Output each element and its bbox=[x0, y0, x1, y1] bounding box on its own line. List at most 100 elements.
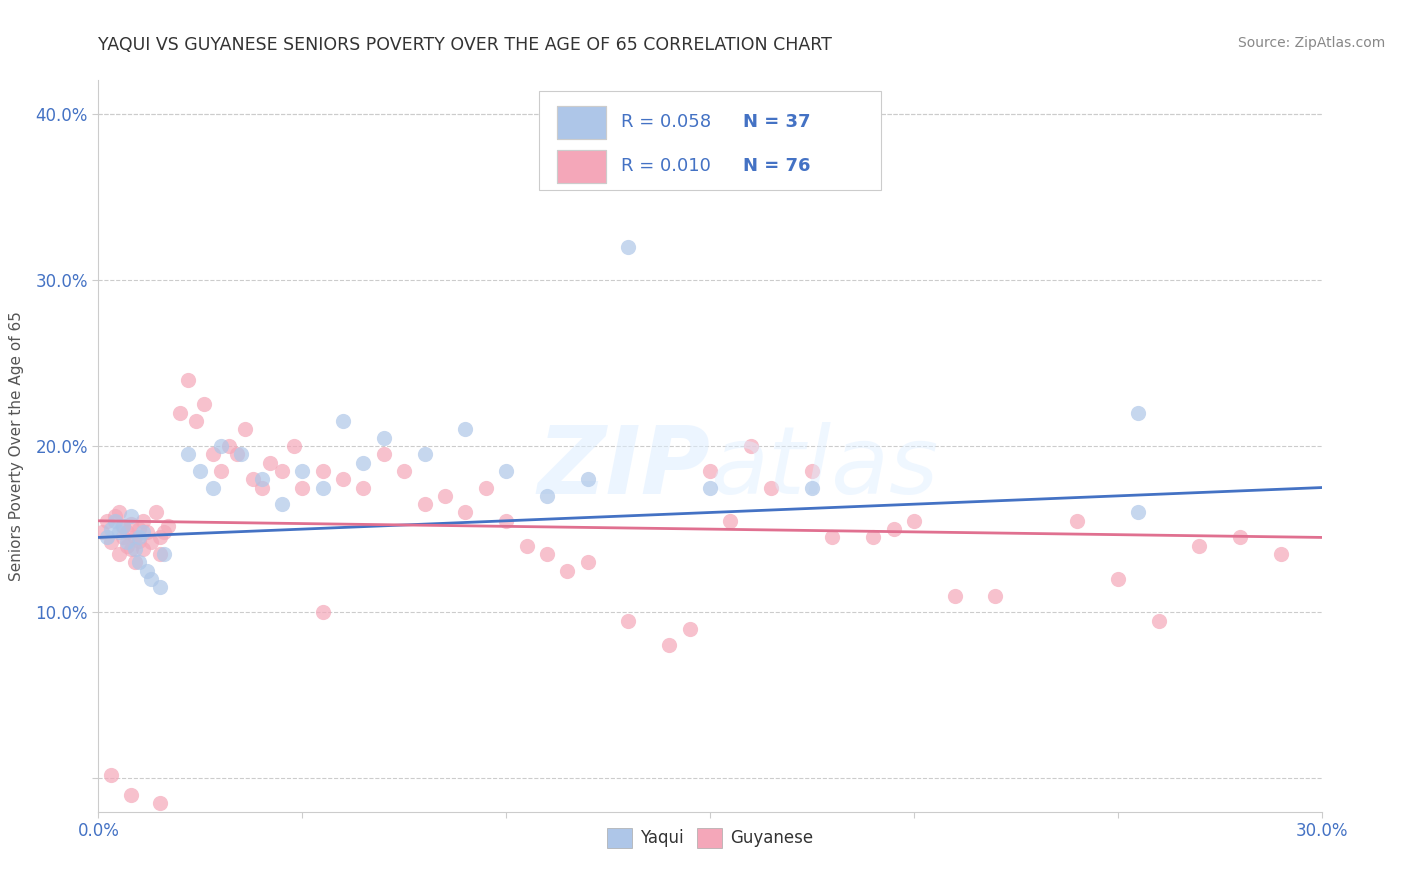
Point bbox=[516, 539, 538, 553]
Point bbox=[120, 517, 142, 532]
Point bbox=[226, 447, 249, 461]
Point bbox=[141, 572, 163, 586]
Point bbox=[120, 508, 142, 523]
Point bbox=[495, 514, 517, 528]
Point bbox=[124, 542, 146, 557]
Point bbox=[108, 506, 131, 520]
Point bbox=[312, 605, 335, 619]
Point bbox=[104, 514, 127, 528]
Point bbox=[413, 497, 436, 511]
Point bbox=[188, 464, 212, 478]
Point bbox=[1229, 530, 1251, 544]
Point bbox=[100, 768, 122, 782]
Point bbox=[1188, 539, 1211, 553]
Text: R = 0.058: R = 0.058 bbox=[620, 113, 711, 131]
Point bbox=[270, 497, 294, 511]
Legend: Yaqui, Guyanese: Yaqui, Guyanese bbox=[600, 821, 820, 855]
Point bbox=[883, 522, 905, 536]
Text: YAQUI VS GUYANESE SENIORS POVERTY OVER THE AGE OF 65 CORRELATION CHART: YAQUI VS GUYANESE SENIORS POVERTY OVER T… bbox=[98, 36, 832, 54]
Point bbox=[259, 456, 281, 470]
Point bbox=[169, 406, 191, 420]
Point bbox=[218, 439, 240, 453]
Y-axis label: Seniors Poverty Over the Age of 65: Seniors Poverty Over the Age of 65 bbox=[10, 311, 24, 581]
Point bbox=[291, 481, 314, 495]
Point bbox=[156, 518, 179, 533]
Point bbox=[124, 530, 146, 544]
Point bbox=[352, 456, 374, 470]
Point bbox=[108, 525, 131, 540]
Point bbox=[111, 518, 134, 533]
Point bbox=[1128, 406, 1150, 420]
Point bbox=[128, 533, 150, 548]
Point bbox=[193, 397, 215, 411]
Point bbox=[149, 547, 172, 561]
Point bbox=[177, 372, 200, 386]
Point bbox=[454, 422, 477, 436]
Point bbox=[801, 481, 824, 495]
FancyBboxPatch shape bbox=[557, 106, 606, 139]
Point bbox=[555, 564, 579, 578]
Point bbox=[115, 535, 138, 549]
Point bbox=[108, 547, 131, 561]
Point bbox=[576, 472, 599, 486]
Point bbox=[96, 514, 118, 528]
Point bbox=[1107, 572, 1129, 586]
FancyBboxPatch shape bbox=[538, 91, 882, 190]
Point bbox=[943, 589, 966, 603]
Point bbox=[283, 439, 305, 453]
Point bbox=[718, 514, 742, 528]
Point bbox=[242, 472, 264, 486]
Text: ZIP: ZIP bbox=[537, 422, 710, 514]
Point bbox=[1147, 614, 1170, 628]
Point bbox=[495, 464, 517, 478]
Point bbox=[100, 522, 122, 536]
Point bbox=[96, 530, 118, 544]
Point bbox=[141, 535, 163, 549]
Text: R = 0.010: R = 0.010 bbox=[620, 157, 710, 175]
Point bbox=[1128, 506, 1150, 520]
Point bbox=[454, 506, 477, 520]
Point bbox=[761, 481, 783, 495]
Point bbox=[413, 447, 436, 461]
Point bbox=[120, 788, 142, 802]
Point bbox=[120, 542, 142, 557]
Point bbox=[658, 639, 681, 653]
Text: atlas: atlas bbox=[710, 423, 938, 514]
Point bbox=[128, 530, 150, 544]
Text: Source: ZipAtlas.com: Source: ZipAtlas.com bbox=[1237, 36, 1385, 50]
Point bbox=[91, 525, 114, 540]
Point bbox=[373, 431, 395, 445]
Point bbox=[152, 525, 174, 540]
Point bbox=[801, 464, 824, 478]
Point bbox=[903, 514, 925, 528]
Point bbox=[132, 514, 155, 528]
Point bbox=[679, 622, 702, 636]
Point bbox=[177, 447, 200, 461]
Text: N = 76: N = 76 bbox=[742, 157, 810, 175]
Point bbox=[270, 464, 294, 478]
Point bbox=[699, 464, 721, 478]
Point bbox=[149, 530, 172, 544]
Point bbox=[149, 797, 172, 811]
Point bbox=[128, 555, 150, 569]
Point bbox=[740, 439, 762, 453]
Point bbox=[332, 472, 354, 486]
Point bbox=[124, 555, 146, 569]
Point bbox=[373, 447, 395, 461]
Point bbox=[862, 530, 884, 544]
Point bbox=[352, 481, 374, 495]
Point bbox=[312, 481, 335, 495]
Point bbox=[250, 481, 273, 495]
Point bbox=[136, 525, 159, 540]
Point bbox=[434, 489, 457, 503]
Point bbox=[132, 542, 155, 557]
Point bbox=[536, 547, 558, 561]
Point bbox=[201, 481, 224, 495]
Point bbox=[152, 547, 174, 561]
Point bbox=[1270, 547, 1292, 561]
Point bbox=[332, 414, 354, 428]
Point bbox=[821, 530, 844, 544]
Point bbox=[145, 506, 167, 520]
Point bbox=[111, 530, 134, 544]
Point bbox=[209, 464, 232, 478]
